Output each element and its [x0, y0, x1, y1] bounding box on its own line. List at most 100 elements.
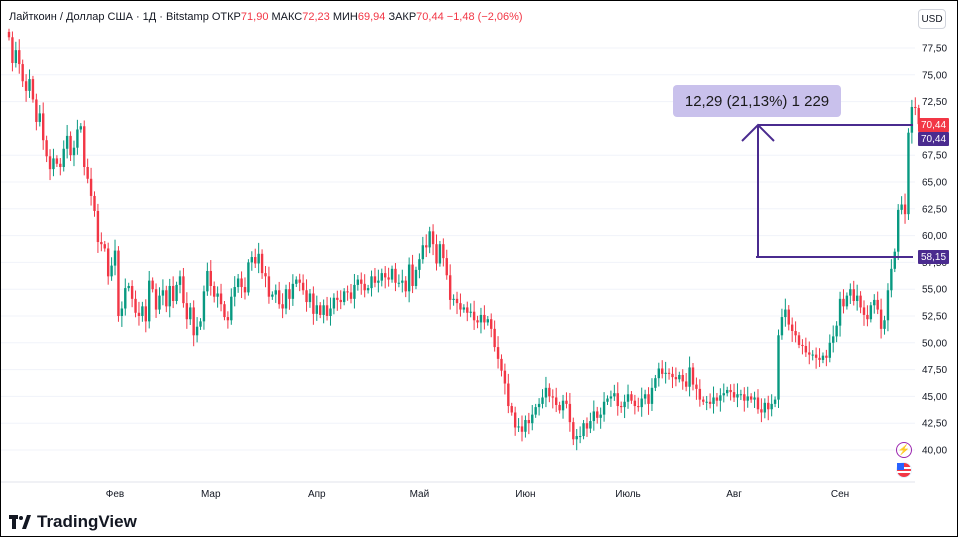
- candle-body: [428, 231, 431, 248]
- candle-body: [667, 372, 671, 374]
- candle-body: [736, 394, 739, 398]
- candle-body: [216, 293, 219, 297]
- candle-body: [637, 406, 640, 408]
- candle-body: [363, 283, 366, 291]
- candle-body: [298, 279, 301, 283]
- candle-body: [213, 285, 216, 297]
- candle-body: [407, 264, 411, 292]
- candle-body: [678, 374, 681, 380]
- candle-body: [425, 245, 428, 248]
- candle-body: [438, 244, 442, 264]
- candle-body: [708, 401, 712, 404]
- candle-body: [671, 373, 674, 378]
- candle-body: [281, 304, 284, 309]
- candle-body: [654, 378, 657, 388]
- candle-body: [568, 403, 572, 423]
- last-price-tag: 70,44: [918, 118, 949, 132]
- candle-body: [849, 289, 852, 296]
- candle-body: [271, 294, 274, 297]
- candle-body: [459, 303, 462, 310]
- candle-body: [797, 335, 801, 345]
- marker-price-tag: 70,44: [918, 132, 949, 146]
- candle-body: [45, 140, 48, 157]
- candle-body: [541, 397, 544, 404]
- candle-body: [572, 422, 575, 440]
- candle-body: [38, 113, 41, 122]
- candle-body: [558, 404, 561, 411]
- candle-body: [154, 289, 158, 310]
- candle-body: [137, 312, 141, 316]
- candle-body: [787, 309, 790, 325]
- candle-body: [86, 166, 89, 179]
- open-value: 71,90: [240, 11, 269, 23]
- candle-body: [21, 64, 24, 82]
- candle-body: [534, 407, 537, 415]
- measure-arrow-head: [741, 123, 775, 142]
- candle-body: [862, 307, 866, 315]
- candle-body: [726, 389, 729, 394]
- candle-body: [599, 414, 602, 418]
- candle-body: [319, 305, 322, 315]
- us-flag-icon[interactable]: [896, 462, 912, 478]
- candle-body: [647, 394, 650, 404]
- candle-body: [510, 406, 513, 413]
- candle-body: [79, 126, 83, 130]
- candle-body: [353, 284, 356, 299]
- candle-body: [308, 293, 312, 303]
- candle-body: [613, 393, 616, 397]
- candle-body: [681, 374, 684, 382]
- candle-body: [544, 387, 548, 398]
- tradingview-logo[interactable]: TradingView: [9, 512, 137, 532]
- candle-body: [380, 273, 383, 281]
- price-tick-label: 52,50: [922, 312, 947, 323]
- candle-body: [507, 383, 510, 407]
- candle-body: [182, 276, 185, 304]
- candle-body: [325, 305, 329, 316]
- start-price-tag: 58,15: [918, 250, 949, 264]
- brand-name: TradingView: [37, 512, 137, 531]
- candle-body: [886, 290, 890, 321]
- candle-body: [360, 279, 363, 284]
- candle-body: [777, 335, 780, 400]
- candle-body: [490, 319, 493, 329]
- candle-body: [524, 419, 527, 432]
- candle-body: [548, 387, 551, 397]
- candle-body: [695, 384, 698, 389]
- candle-body: [582, 423, 585, 437]
- time-tick-label: Сен: [831, 489, 849, 500]
- candle-body: [801, 344, 804, 347]
- price-tick-label: 40,00: [922, 446, 947, 457]
- currency-button[interactable]: USD: [918, 9, 946, 29]
- candle-body: [315, 305, 318, 314]
- candle-body: [18, 50, 21, 65]
- candle-body: [565, 400, 568, 404]
- candle-body: [394, 268, 397, 283]
- candle-body: [900, 204, 903, 210]
- candle-body: [760, 409, 763, 413]
- candle-body: [479, 314, 483, 323]
- candle-body: [835, 325, 838, 337]
- candle-body: [42, 113, 45, 141]
- candle-body: [291, 283, 295, 299]
- candle-body: [192, 307, 195, 336]
- candle-body: [356, 279, 360, 285]
- candle-body: [83, 126, 86, 167]
- price-axis: 40,0042,5045,0047,5050,0052,5055,0057,50…: [922, 44, 947, 457]
- symbol-title: Лайткоин / Доллар США · 1Д · Bitstamp: [9, 11, 209, 23]
- candle-body: [288, 289, 291, 299]
- lightning-icon[interactable]: ⚡: [896, 442, 912, 458]
- candle-body: [233, 287, 236, 297]
- candle-body: [240, 278, 243, 288]
- candle-body: [199, 321, 202, 327]
- candle-body: [517, 426, 520, 428]
- time-tick-label: Июн: [515, 489, 535, 500]
- candle-body: [914, 106, 917, 109]
- candle-body: [585, 423, 589, 429]
- candle-body: [401, 280, 404, 283]
- candle-body: [794, 331, 797, 336]
- low-label: МИН: [332, 11, 358, 23]
- candle-body: [55, 158, 59, 164]
- candle-body: [869, 305, 873, 320]
- candle-body: [722, 393, 725, 396]
